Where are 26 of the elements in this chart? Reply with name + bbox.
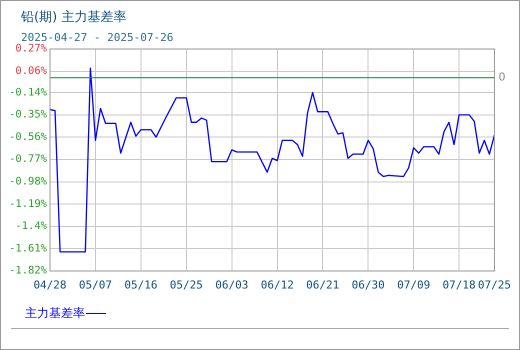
x-tick-label: 04/28: [33, 278, 67, 292]
legend-label: 主力基差率: [25, 305, 85, 322]
y-tick-label: -0.77%: [9, 153, 48, 166]
x-tick-label: 05/16: [124, 278, 158, 292]
x-tick-label: 06/21: [306, 278, 340, 292]
chart-title: 铅(期) 主力基差率: [21, 9, 126, 26]
x-tick-label: 06/30: [352, 278, 385, 292]
x-tick-label: 07/09: [397, 278, 430, 292]
y-tick-label: -1.19%: [9, 198, 48, 210]
y-tick-label: -0.98%: [9, 176, 48, 188]
y-tick-label: 0.06%: [15, 65, 48, 78]
ref-line-label: 0: [498, 70, 506, 84]
x-tick-label: 05/07: [78, 278, 112, 292]
x-tick-label: 05/25: [170, 278, 203, 292]
x-tick-label: 06/12: [260, 278, 294, 292]
chart-subtitle: 2025-04-27 - 2025-07-26: [21, 31, 174, 44]
x-tick-label: 07/25: [478, 278, 512, 292]
x-tick-label: 06/03: [215, 278, 248, 292]
y-tick-label: -0.35%: [9, 108, 48, 121]
y-tick-label: -1.82%: [9, 264, 48, 277]
y-tick-label: -1.4%: [15, 220, 48, 232]
x-tick-label: 07/18: [442, 278, 476, 292]
y-tick-label: -0.14%: [9, 86, 48, 98]
y-tick-label: -1.61%: [9, 242, 48, 254]
y-tick-label: 0.27%: [15, 42, 48, 55]
y-tick-label: -0.56%: [9, 130, 48, 143]
